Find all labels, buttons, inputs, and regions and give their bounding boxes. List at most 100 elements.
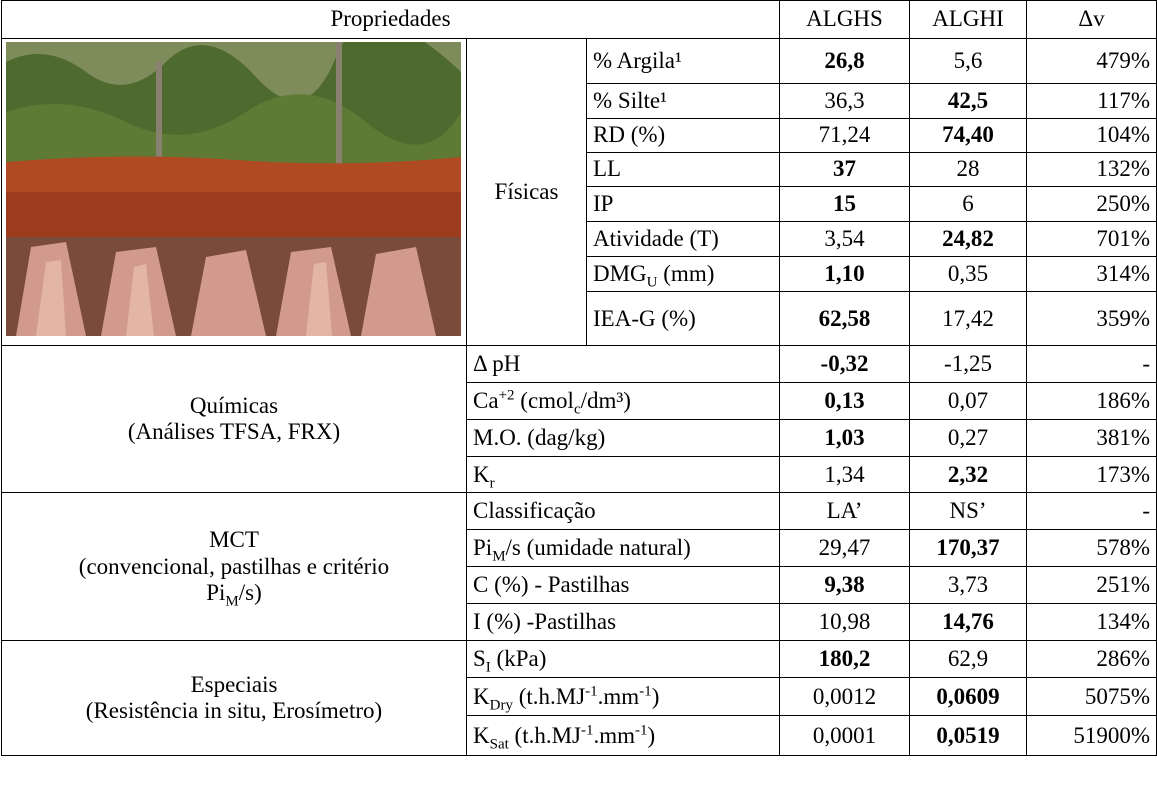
text: % Silte¹ xyxy=(593,87,667,113)
value-cell: 2,32 xyxy=(909,456,1027,494)
value-cell: 0,0609 xyxy=(909,677,1027,717)
properties-table: Propriedades ALGHS ALGHI Δv Físicas % Arg… xyxy=(1,0,1157,757)
text: Ca xyxy=(473,388,499,414)
header-title: Propriedades xyxy=(1,0,780,39)
subscript: c xyxy=(573,401,581,418)
value-cell: 29,47 xyxy=(779,529,910,568)
value-cell: 0,13 xyxy=(779,382,910,421)
section-name: MCT (convencional, pastilhas e critério Pi… xyxy=(1,492,467,642)
table-row: DMGU (mm) 1,10 0,35 314% xyxy=(2,255,1157,293)
value-cell: 0,0519 xyxy=(909,715,1027,757)
value-cell: 701% xyxy=(1026,221,1157,257)
table-row: Físicas % Argila¹ 26,8 5,6 479% xyxy=(1,37,1157,347)
subscript: r xyxy=(489,475,495,492)
name-line: (convencional, pastilhas e critério xyxy=(8,554,460,580)
text: (kPa) xyxy=(490,646,547,672)
value-cell: 0,35 xyxy=(909,255,1027,293)
row-label: LL xyxy=(586,152,780,187)
table-row: RD (%) 71,24 74,40 104% xyxy=(2,118,1157,153)
value-cell: 186% xyxy=(1026,382,1157,421)
superscript: -1 xyxy=(585,683,598,700)
text: DMG xyxy=(593,260,647,286)
text: IEA-G (%) xyxy=(593,305,696,331)
row-label: Δ pH xyxy=(466,345,780,384)
subscript: M xyxy=(225,593,239,610)
text: LL xyxy=(593,156,622,182)
name-line: (Resistência in situ, Erosímetro) xyxy=(8,698,460,724)
value-cell: 51900% xyxy=(1026,715,1157,757)
row-label: KSat (t.h.MJ-1.mm-1) xyxy=(466,715,780,757)
table-row: IEA-G (%) 62,58 17,42 359% xyxy=(2,291,1157,347)
value-cell: 37 xyxy=(779,152,910,187)
subscript: U xyxy=(646,274,658,291)
value-cell: 24,82 xyxy=(909,221,1027,257)
table-row: MCT (convencional, pastilhas e critério Pi… xyxy=(1,492,1157,642)
value-cell: 9,38 xyxy=(779,566,910,605)
value-cell: 578% xyxy=(1026,529,1157,568)
value-cell: 0,0001 xyxy=(779,715,910,757)
value-cell: 1,34 xyxy=(779,456,910,494)
text: ) xyxy=(651,683,660,709)
value-cell: 170,37 xyxy=(909,529,1027,568)
text: (t.h.MJ xyxy=(508,722,581,748)
row-label: RD (%) xyxy=(586,118,780,153)
text: Atividade (T) xyxy=(593,225,719,251)
row-label: KDry (t.h.MJ-1.mm-1) xyxy=(466,677,780,717)
value-cell: 117% xyxy=(1026,82,1157,120)
value-cell: 1,03 xyxy=(779,419,910,458)
text: (convencional, pastilhas e critério xyxy=(78,553,390,579)
value-cell: -0,32 xyxy=(779,345,910,384)
value-cell: 314% xyxy=(1026,255,1157,293)
table-row: M.O. (dag/kg) 1,03 0,27 381% xyxy=(2,419,1157,458)
value-cell: 62,9 xyxy=(909,640,1027,679)
value-cell: 286% xyxy=(1026,640,1157,679)
value-cell: 5,6 xyxy=(909,38,1027,84)
soil-photo xyxy=(6,39,461,336)
value-cell: 36,3 xyxy=(779,82,910,120)
value-cell: 17,42 xyxy=(909,291,1027,347)
row-label: Atividade (T) xyxy=(586,221,780,257)
value-cell: 0,07 xyxy=(909,382,1027,421)
table-row: Químicas (Análises TFSA, FRX) Δ pH -0,32 -1,… xyxy=(1,345,1157,494)
text: K xyxy=(473,722,490,748)
table-row: Atividade (T) 3,54 24,82 701% xyxy=(2,221,1157,257)
table-row: KSat (t.h.MJ-1.mm-1) 0,0001 0,0519 51900% xyxy=(2,715,1157,757)
value-cell: 14,76 xyxy=(909,603,1027,642)
value-cell: 479% xyxy=(1026,38,1157,84)
superscript: -1 xyxy=(581,722,594,739)
value-cell: 173% xyxy=(1026,456,1157,494)
column-header: Δv xyxy=(1026,0,1157,39)
row-label: I (%) -Pastilhas xyxy=(466,603,780,642)
name-line: Especiais xyxy=(8,672,460,698)
text: K xyxy=(473,683,490,709)
superscript: +2 xyxy=(498,387,515,404)
value-cell: 0,0012 xyxy=(779,677,910,717)
text: (mm) xyxy=(657,260,715,286)
text: IP xyxy=(593,190,614,216)
text: /dm³) xyxy=(580,388,631,414)
text: S xyxy=(473,646,486,672)
value-cell: 381% xyxy=(1026,419,1157,458)
value-cell: 42,5 xyxy=(909,82,1027,120)
table-row: LL 37 28 132% xyxy=(2,152,1157,187)
value-cell: 5075% xyxy=(1026,677,1157,717)
name-line: Físicas xyxy=(473,179,580,205)
value-cell: 3,73 xyxy=(909,566,1027,605)
row-label: Kr xyxy=(466,456,780,494)
text: RD (%) xyxy=(593,122,666,148)
value-cell: 132% xyxy=(1026,152,1157,187)
name-line: MCT xyxy=(8,527,460,553)
value-cell: 251% xyxy=(1026,566,1157,605)
row-label: IEA-G (%) xyxy=(586,291,780,347)
row-label: C (%) - Pastilhas xyxy=(466,566,780,605)
table-row: Kr 1,34 2,32 173% xyxy=(2,456,1157,494)
text: ) xyxy=(647,722,656,748)
row-label: DMGU (mm) xyxy=(586,255,780,293)
table-row: % Silte¹ 36,3 42,5 117% xyxy=(2,82,1157,120)
value-cell: NS’ xyxy=(909,492,1027,531)
photo-cell xyxy=(1,37,467,347)
value-cell: 26,8 xyxy=(779,38,910,84)
subscript: I xyxy=(485,659,491,676)
header-row: Propriedades ALGHS ALGHI Δv xyxy=(1,0,1157,39)
